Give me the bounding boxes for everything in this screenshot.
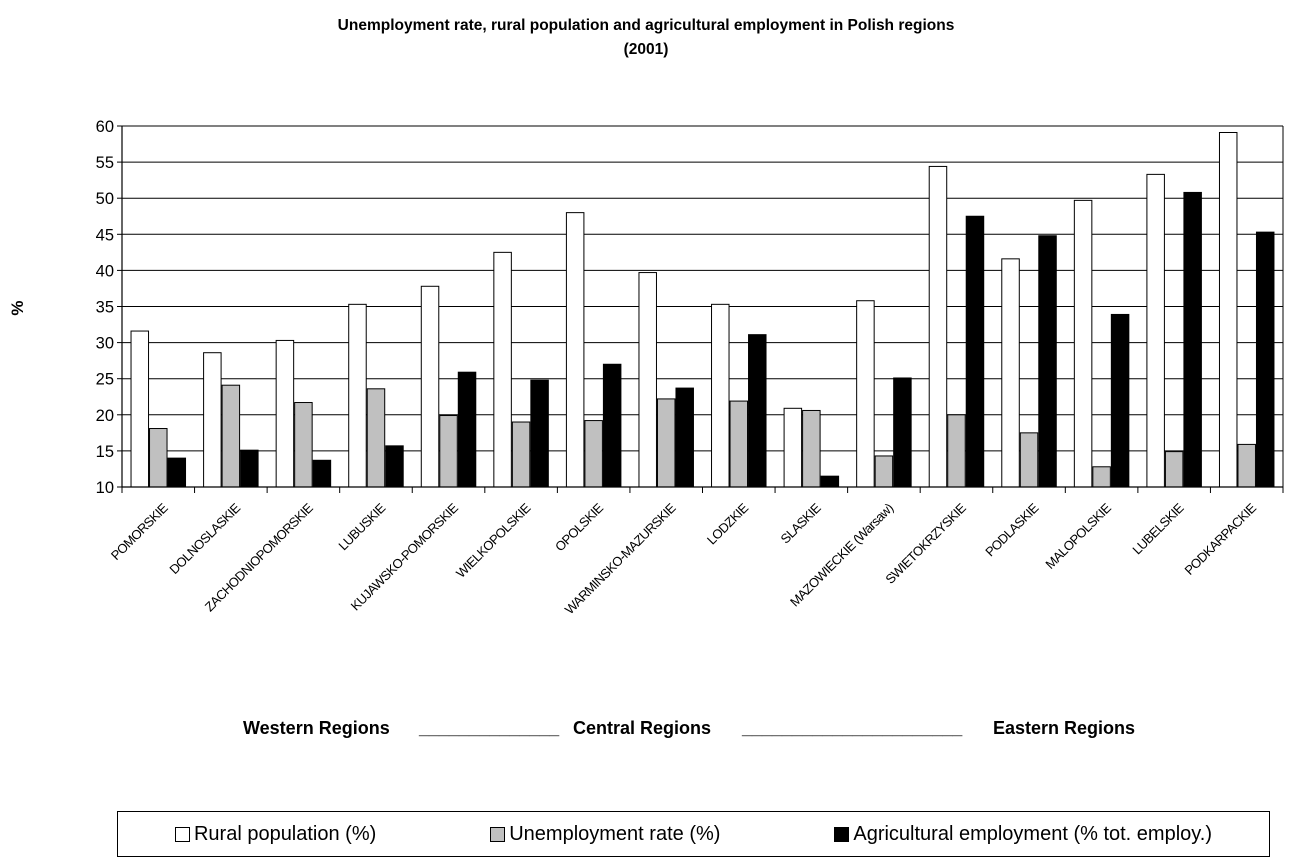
western-regions-label: Western Regions — [243, 718, 390, 738]
chart-title: Unemployment rate, rural population and … — [337, 17, 955, 34]
bar-rural-10 — [856, 300, 875, 488]
bar-agricultural-10 — [893, 377, 912, 488]
y-tick-label: 35 — [96, 299, 114, 317]
legend-item-unemployment: Unemployment rate (%) — [490, 823, 720, 846]
x-tick-label: SLASKIE — [778, 500, 825, 547]
bar-unemployment-15 — [1237, 443, 1256, 488]
bar-agricultural-8 — [748, 334, 767, 488]
bar-agricultural-11 — [965, 215, 985, 488]
y-tick-label: 60 — [96, 118, 114, 136]
region-groups: Western Regions ______________ Central R… — [0, 718, 1292, 748]
bar-agricultural-5 — [530, 379, 549, 488]
x-tick-label: SWIETOKRZYSKIE — [882, 500, 969, 587]
bar-unemployment-11 — [947, 414, 966, 488]
bar-rural-3 — [348, 303, 367, 488]
legend: Rural population (%) Unemployment rate (… — [117, 811, 1270, 857]
bar-agricultural-7 — [675, 387, 694, 488]
bar-unemployment-13 — [1092, 466, 1111, 488]
bar-agricultural-4 — [457, 371, 477, 488]
bar-agricultural-9 — [820, 475, 840, 488]
y-tick-label: 20 — [96, 407, 114, 425]
x-tick-label: PODKARPACKIE — [1181, 500, 1259, 578]
y-tick-label: 40 — [96, 262, 114, 280]
legend-item-rural: Rural population (%) — [174, 822, 377, 846]
x-tick-label: LODZKIE — [704, 500, 752, 548]
bar-rural-9 — [783, 407, 803, 488]
bar-unemployment-4 — [439, 415, 458, 488]
separator-1: ______________ — [419, 718, 560, 738]
y-tick-label: 30 — [96, 335, 114, 353]
x-tick-label: POMORSKIE — [108, 500, 171, 563]
bar-unemployment-10 — [874, 455, 894, 488]
bar-rural-15 — [1218, 131, 1238, 488]
chart-subtitle: (2001) — [623, 41, 669, 58]
bar-rural-7 — [638, 272, 657, 488]
bar-rural-14 — [1146, 173, 1165, 488]
bar-rural-6 — [565, 212, 585, 488]
bar-rural-0 — [130, 330, 150, 488]
bar-rural-12 — [1001, 258, 1020, 488]
legend-swatch-rural — [174, 826, 190, 842]
legend-label-rural: Rural population (%) — [193, 822, 377, 845]
bar-unemployment-1 — [221, 384, 241, 488]
bar-unemployment-3 — [366, 388, 386, 488]
legend-item-agricultural: Agricultural employment (% tot. employ.) — [834, 823, 1212, 846]
bar-unemployment-5 — [511, 421, 531, 488]
bar-unemployment-14 — [1164, 451, 1184, 488]
bar-unemployment-9 — [802, 409, 821, 488]
x-tick-label: MALOPOLSKIE — [1042, 500, 1114, 572]
bar-agricultural-13 — [1110, 313, 1130, 488]
eastern-regions-label: Eastern Regions — [993, 718, 1136, 738]
bar-rural-4 — [420, 285, 440, 488]
bar-agricultural-3 — [385, 445, 404, 488]
x-tick-label: WIELKOPOLSKIE — [453, 500, 534, 581]
x-tick-label: PODLASKIE — [982, 500, 1042, 560]
bar-unemployment-8 — [729, 400, 749, 488]
x-tick-label: OPOLSKIE — [552, 500, 606, 554]
bar-agricultural-6 — [602, 363, 622, 488]
legend-swatch-agricultural — [834, 826, 850, 842]
bar-agricultural-2 — [312, 459, 332, 488]
bar-unemployment-0 — [149, 428, 168, 488]
x-tick-label: LUBELSKIE — [1129, 500, 1187, 558]
bar-unemployment-12 — [1019, 432, 1039, 488]
separator-2: ______________________ — [737, 718, 963, 738]
bar-rural-13 — [1073, 199, 1093, 488]
bar-unemployment-6 — [584, 420, 603, 488]
bar-agricultural-12 — [1038, 235, 1057, 488]
bar-agricultural-0 — [167, 457, 187, 488]
legend-swatch-unemployment — [490, 826, 506, 842]
bar-unemployment-2 — [294, 402, 313, 488]
y-tick-label: 55 — [96, 154, 114, 172]
bar-unemployment-7 — [656, 398, 676, 488]
y-tick-label: 50 — [96, 190, 114, 208]
y-tick-label: 10 — [96, 479, 114, 497]
y-tick-label: 45 — [96, 226, 114, 244]
legend-label-unemployment: Unemployment rate (%) — [509, 822, 721, 845]
bar-agricultural-15 — [1255, 231, 1275, 488]
bar-rural-11 — [928, 165, 948, 488]
bar-rural-2 — [275, 339, 295, 488]
central-regions-label: Central Regions — [573, 718, 712, 738]
y-tick-label: 25 — [96, 371, 114, 389]
bar-rural-1 — [203, 352, 222, 488]
x-tick-label: DOLNOSLASKIE — [166, 500, 243, 577]
bar-agricultural-1 — [240, 449, 259, 488]
y-tick-label: 15 — [96, 443, 114, 461]
x-tick-label: LUBUSKIE — [335, 500, 388, 553]
bar-rural-5 — [493, 251, 512, 488]
bar-rural-8 — [711, 303, 730, 488]
bar-agricultural-14 — [1183, 191, 1202, 488]
legend-label-agricultural: Agricultural employment (% tot. employ.) — [853, 822, 1213, 845]
